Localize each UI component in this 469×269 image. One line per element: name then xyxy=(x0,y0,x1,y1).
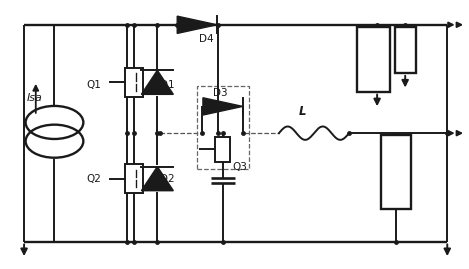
Text: D1: D1 xyxy=(159,80,174,90)
Bar xyxy=(395,27,416,73)
Text: Isa: Isa xyxy=(26,93,42,103)
Text: Q3: Q3 xyxy=(232,162,247,172)
Text: D3: D3 xyxy=(213,89,228,98)
Polygon shape xyxy=(141,167,174,191)
Polygon shape xyxy=(141,70,174,94)
Bar xyxy=(125,164,143,193)
Polygon shape xyxy=(177,16,217,33)
Polygon shape xyxy=(203,98,242,115)
Bar xyxy=(215,136,230,162)
Text: L: L xyxy=(299,105,306,118)
Bar xyxy=(197,86,249,169)
Bar xyxy=(125,68,143,97)
Bar xyxy=(357,27,390,92)
Text: D4: D4 xyxy=(199,34,214,44)
Text: Q2: Q2 xyxy=(86,174,101,184)
Text: D2: D2 xyxy=(159,174,174,184)
Text: Q1: Q1 xyxy=(86,80,101,90)
Bar xyxy=(381,134,411,210)
